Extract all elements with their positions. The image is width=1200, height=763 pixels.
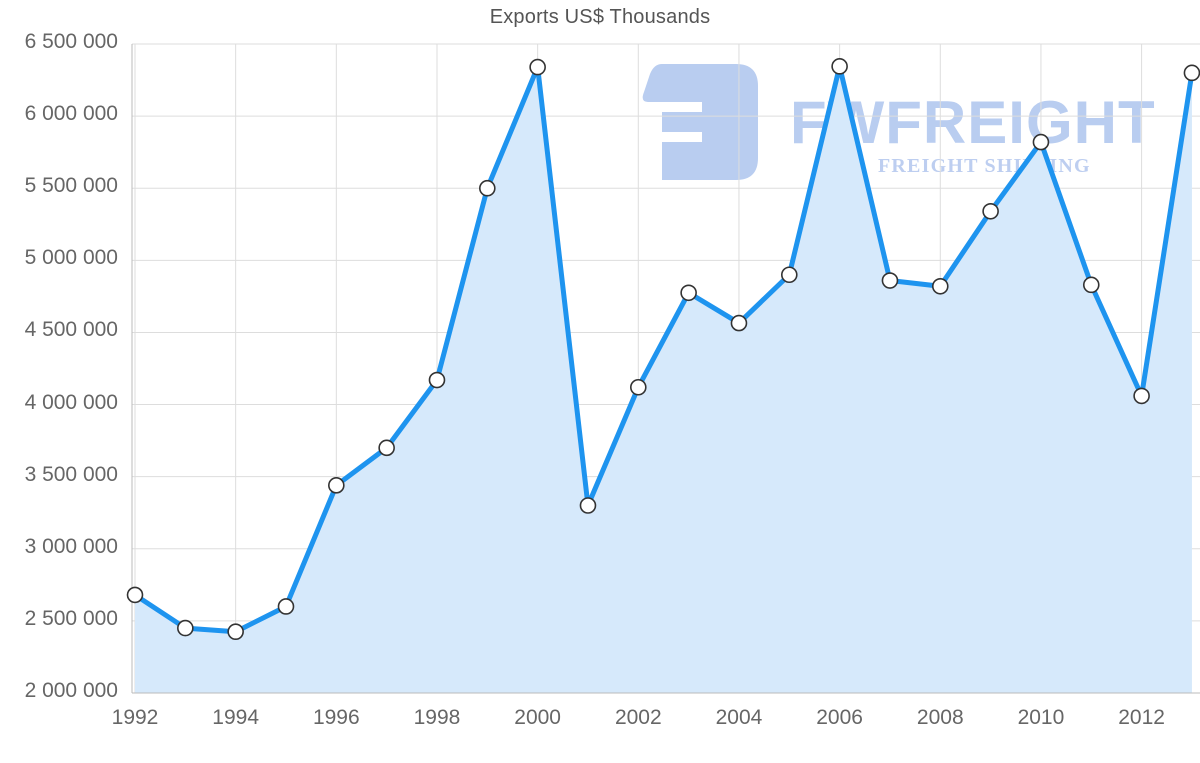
y-axis-tick-label: 3 500 000: [24, 462, 118, 486]
data-point-marker[interactable]: [479, 179, 496, 197]
y-axis-tick-label: 5 000 000: [24, 246, 118, 270]
x-axis-tick-label: 2006: [816, 706, 863, 729]
x-axis-tick-label: 2004: [715, 706, 763, 729]
area-fill: [135, 66, 1192, 694]
x-axis-tick-label: 2000: [514, 706, 561, 729]
axis-lines: [131, 44, 1200, 694]
data-point-marker[interactable]: [529, 58, 546, 76]
data-point-marker[interactable]: [982, 202, 999, 220]
data-point-marker[interactable]: [780, 266, 798, 284]
data-point-marker[interactable]: [1133, 387, 1150, 405]
data-point-marker[interactable]: [277, 598, 295, 615]
data-point-marker[interactable]: [126, 586, 144, 604]
data-point-marker[interactable]: [730, 314, 748, 332]
data-point-marker[interactable]: [629, 378, 647, 396]
series-area: [135, 66, 1192, 694]
data-point-marker[interactable]: [680, 284, 697, 302]
y-axis-tick-label: 2 500 000: [24, 606, 118, 630]
data-point-marker[interactable]: [1082, 276, 1100, 294]
y-axis-tick-label: 6 000 000: [24, 102, 118, 126]
x-axis-tick-label: 1992: [111, 706, 159, 729]
data-point-marker[interactable]: [428, 371, 446, 389]
chart-title: Exports US$ Thousands: [489, 6, 711, 28]
y-axis-tick-label: 4 000 000: [24, 390, 118, 414]
y-axis-tick-label: 4 500 000: [24, 318, 118, 342]
data-point-marker[interactable]: [579, 497, 597, 514]
series-line-path: [132, 63, 1195, 635]
y-axis-tick-label: 5 500 000: [24, 174, 118, 198]
x-axis-tick-label: 2010: [1017, 706, 1065, 729]
y-axis-tick-label: 6 500 000: [24, 30, 118, 53]
data-point-marker[interactable]: [328, 477, 345, 494]
x-axis-tick-label: 1996: [312, 706, 360, 729]
data-point-marker[interactable]: [1032, 133, 1050, 151]
data-point-marker[interactable]: [931, 277, 949, 295]
data-point-marker[interactable]: [881, 272, 899, 289]
data-point-markers: [126, 58, 1200, 641]
data-point-marker[interactable]: [831, 58, 848, 75]
x-axis-tick-label: 1994: [212, 706, 260, 729]
y-axis-tick-label: 2 000 000: [24, 679, 118, 702]
x-axis-tick-label: 2008: [916, 706, 964, 729]
x-axis-tick-label: 1998: [413, 706, 461, 729]
x-axis-tick-label: 2002: [614, 706, 662, 729]
series-line: [132, 63, 1195, 635]
data-point-marker[interactable]: [177, 619, 194, 637]
data-point-marker[interactable]: [1183, 64, 1200, 82]
data-point-marker[interactable]: [378, 439, 395, 457]
y-axis-tick-label: 3 000 000: [24, 534, 118, 558]
x-axis-tick-label: 2012: [1118, 706, 1165, 729]
data-point-marker[interactable]: [227, 623, 244, 641]
